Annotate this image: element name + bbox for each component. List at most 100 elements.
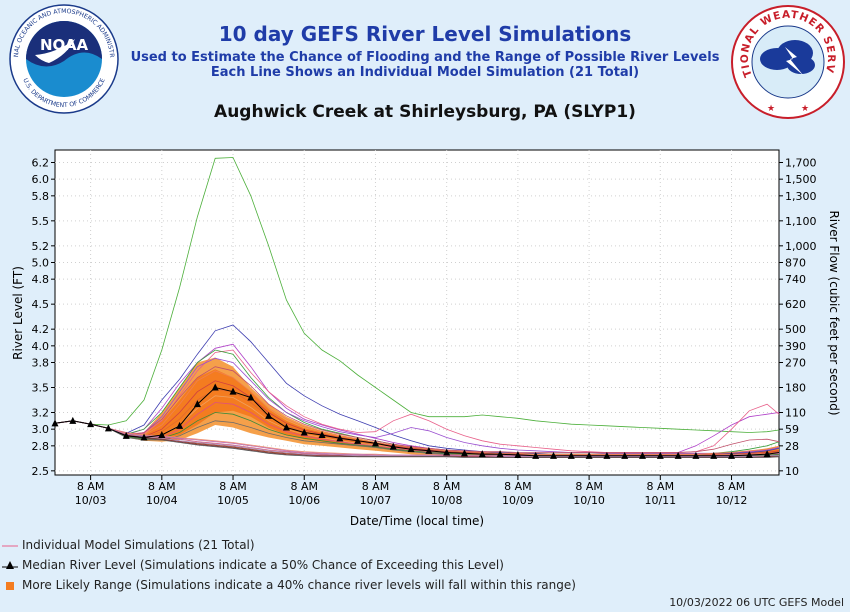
x-tick-date: 10/03 (75, 494, 107, 507)
median-point (514, 451, 522, 458)
legend-median-swatch (2, 561, 18, 569)
y-tick-label: 3.0 (32, 423, 50, 436)
x-tick-time: 8 AM (718, 480, 746, 493)
nws-logo: NATIONAL WEATHER SERVICE ★ ★ (729, 3, 845, 119)
likely-range-band (55, 357, 779, 458)
y2-tick-label: 1,500 (785, 173, 817, 186)
chart-title: 10 day GEFS River Level Simulations (218, 22, 632, 46)
median-point (745, 451, 753, 458)
nws-star-right-icon: ★ (801, 104, 809, 114)
y-tick-label: 3.5 (32, 382, 50, 395)
y2-tick-label: 620 (785, 298, 806, 311)
legend-item-range: More Likely Range (Simulations indicate … (6, 578, 576, 592)
median-point (389, 442, 397, 450)
x-tick-date: 10/08 (431, 494, 463, 507)
y2-tick-label: 59 (785, 423, 799, 436)
y2-tick-label: 740 (785, 273, 806, 286)
y2-tick-label: 10 (785, 465, 799, 478)
median-point (354, 436, 362, 444)
y-tick-label: 6.2 (32, 157, 50, 170)
x-tick-time: 8 AM (504, 480, 532, 493)
median-point (87, 420, 95, 428)
y-tick-label: 6.0 (32, 173, 50, 186)
median-point (460, 449, 468, 457)
median-point (549, 451, 557, 459)
y2-tick-label: 110 (785, 407, 806, 420)
median-point (336, 434, 344, 442)
x-tick-date: 10/07 (360, 494, 392, 507)
y2-tick-label: 1,100 (785, 215, 817, 228)
y-axis-right: 10 28 59 110 180 270 390 500 620 740 870 1,000 1,100… (779, 157, 817, 478)
legend-item-individual: Individual Model Simulations (21 Total) (2, 538, 255, 552)
median-point (585, 451, 593, 459)
x-tick-time: 8 AM (362, 480, 390, 493)
y-tick-label: 2.8 (32, 440, 50, 453)
legend-individual-label: Individual Model Simulations (21 Total) (22, 538, 255, 552)
median-point (425, 446, 433, 454)
y-axis-label: River Level (FT) (11, 266, 25, 360)
likely-range-inner (55, 369, 779, 457)
y2-tick-label: 870 (785, 257, 806, 270)
median-point (728, 451, 736, 459)
median-point (639, 451, 647, 459)
model-run-footer: 10/03/2022 06 UTC GEFS Model (669, 596, 844, 609)
median-point (318, 431, 326, 438)
median-point (300, 428, 308, 436)
median-polyline (54, 386, 780, 457)
median-point (496, 450, 504, 458)
median-point (211, 383, 219, 391)
y2-tick-label: 500 (785, 323, 806, 336)
median-point (282, 423, 290, 431)
median-point (69, 416, 77, 424)
x-tick-time: 8 AM (290, 480, 318, 493)
median-point (532, 451, 540, 459)
median-point (710, 451, 718, 459)
simulation-line-6 (54, 357, 780, 454)
y-tick-label: 5.0 (32, 257, 50, 270)
y2-tick-label: 1,000 (785, 240, 817, 253)
median-point (763, 450, 771, 458)
median-point (176, 421, 184, 429)
median-point (692, 451, 700, 459)
median-point (656, 451, 664, 459)
y-tick-label: 4.2 (32, 323, 50, 336)
median-point (193, 400, 201, 408)
median-point (265, 411, 273, 419)
station-name: Aughwick Creek at Shirleysburg, PA (SLYP… (214, 102, 636, 122)
chart-subtitle-purpose: Used to Estimate the Chance of Flooding … (130, 50, 720, 65)
legend-range-label: More Likely Range (Simulations indicate … (22, 578, 576, 592)
y2-tick-label: 390 (785, 340, 806, 353)
x-tick-time: 8 AM (219, 480, 247, 493)
x-tick-date: 10/06 (288, 494, 320, 507)
noaa-logo-text: NOAA (40, 36, 89, 54)
median-point (140, 433, 148, 441)
median-point (478, 450, 486, 458)
simulation-line-8 (54, 370, 780, 455)
x-tick-time: 8 AM (433, 480, 461, 493)
median-point (51, 419, 59, 427)
median-point (104, 424, 112, 432)
x-tick-date: 10/09 (502, 494, 534, 507)
simulation-line-7 (54, 366, 780, 453)
median-point (158, 431, 166, 438)
median-point (674, 451, 682, 459)
median-point (247, 393, 255, 401)
x-tick-time: 8 AM (575, 480, 603, 493)
x-tick-date: 10/05 (217, 494, 249, 507)
y-tick-label: 4.0 (32, 340, 50, 353)
y-tick-label: 5.2 (32, 240, 50, 253)
median-point (229, 387, 237, 395)
y2-tick-label: 180 (785, 382, 806, 395)
x-tick-time: 8 AM (77, 480, 105, 493)
y-tick-label: 4.5 (32, 298, 50, 311)
y-axis-left: 2.5 2.8 3.0 3.2 3.5 3.8 4.0 4.2 4.5 4.8 5.0 5.2 5.5 5… (32, 157, 55, 478)
median-point (371, 439, 379, 447)
y-tick-label: 4.8 (32, 273, 50, 286)
x-tick-date: 10/11 (644, 494, 676, 507)
nws-star-left-icon: ★ (767, 104, 775, 114)
x-tick-date: 10/12 (716, 494, 748, 507)
median-point (567, 451, 575, 459)
median-point (443, 448, 451, 456)
